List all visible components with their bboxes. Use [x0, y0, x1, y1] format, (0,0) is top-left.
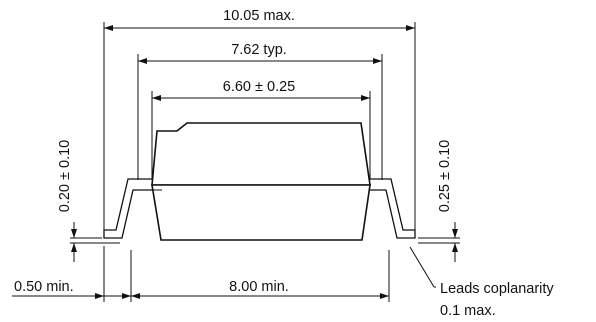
body-width-label: 6.60 ± 0.25 — [223, 79, 295, 95]
dimension-lead-foot: 0.50 min. — [12, 279, 131, 299]
extension-lines — [70, 22, 460, 302]
package-side-view — [103, 122, 416, 241]
coplanarity-line-2: 0.1 max. — [440, 303, 496, 319]
standoff-label: 0.20 ± 0.10 — [57, 140, 73, 212]
lead-span-label: 8.00 min. — [229, 279, 289, 295]
lead-foot-label: 0.50 min. — [14, 279, 74, 295]
lead-thickness-label: 0.25 ± 0.10 — [437, 140, 453, 212]
coplanarity-line-1: Leads coplanarity — [440, 281, 554, 297]
dimension-lead-pitch: 7.62 typ. — [138, 42, 382, 64]
lead-pitch-label: 7.62 typ. — [231, 42, 287, 58]
dimension-lead-thickness: 0.25 ± 0.10 — [437, 140, 458, 262]
dimension-lead-span: 8.00 min. — [131, 279, 389, 299]
dimension-standoff: 0.20 ± 0.10 — [57, 140, 77, 262]
package-body-top — [151, 122, 371, 186]
dimension-overall-width: 10.05 max. — [104, 8, 415, 31]
coplanarity-note: Leads coplanarity 0.1 max. — [409, 246, 554, 319]
package-body-bottom — [151, 184, 371, 241]
overall-width-label: 10.05 max. — [223, 8, 295, 24]
dimension-body-width: 6.60 ± 0.25 — [152, 79, 370, 101]
